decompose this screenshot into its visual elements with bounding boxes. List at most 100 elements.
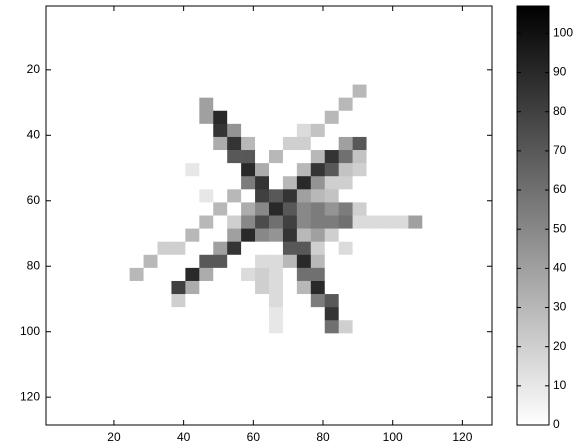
cell bbox=[241, 45, 256, 59]
cell bbox=[269, 228, 284, 242]
cell bbox=[478, 163, 493, 177]
cell bbox=[450, 411, 465, 426]
cell bbox=[143, 84, 158, 98]
cell bbox=[408, 254, 423, 269]
cell bbox=[436, 45, 451, 59]
cell bbox=[157, 189, 172, 203]
cell bbox=[115, 71, 130, 85]
cell bbox=[422, 123, 437, 138]
cell bbox=[422, 71, 437, 85]
cell bbox=[171, 333, 186, 347]
cell bbox=[338, 398, 353, 413]
cell bbox=[352, 19, 367, 33]
cell bbox=[115, 385, 130, 400]
cell bbox=[199, 84, 214, 98]
cell bbox=[87, 123, 103, 138]
cell bbox=[241, 398, 256, 413]
cell bbox=[422, 215, 437, 229]
cell bbox=[143, 320, 158, 334]
cell bbox=[227, 411, 242, 426]
cell bbox=[464, 45, 479, 59]
cell bbox=[59, 123, 75, 138]
cell bbox=[255, 372, 270, 387]
cell bbox=[199, 110, 214, 125]
cell bbox=[185, 346, 200, 360]
cell bbox=[380, 333, 395, 347]
cell bbox=[213, 385, 228, 400]
cell bbox=[241, 267, 256, 282]
cell bbox=[199, 241, 214, 256]
cell bbox=[436, 294, 451, 308]
cell bbox=[101, 254, 116, 269]
cell bbox=[394, 19, 409, 33]
cell bbox=[450, 84, 465, 98]
cell bbox=[171, 189, 186, 203]
cell bbox=[352, 359, 367, 373]
cell bbox=[73, 6, 89, 20]
cell bbox=[296, 84, 312, 98]
cell bbox=[366, 411, 381, 426]
cell bbox=[199, 45, 214, 59]
cell bbox=[296, 136, 312, 151]
cell bbox=[255, 307, 270, 321]
cell bbox=[394, 163, 409, 177]
cell bbox=[436, 71, 451, 85]
cell bbox=[171, 110, 186, 125]
cell bbox=[282, 150, 298, 164]
cell bbox=[213, 176, 228, 190]
cell bbox=[241, 189, 256, 203]
cell bbox=[101, 58, 116, 72]
cell bbox=[352, 241, 367, 256]
cell bbox=[73, 202, 89, 216]
cell bbox=[143, 71, 158, 85]
cell bbox=[408, 136, 423, 151]
cell bbox=[478, 176, 493, 190]
cell bbox=[87, 45, 103, 59]
axes-box bbox=[45, 5, 493, 426]
cell bbox=[129, 294, 144, 308]
cell bbox=[478, 372, 493, 387]
cell bbox=[73, 45, 89, 59]
cell bbox=[87, 411, 103, 426]
cell bbox=[408, 150, 423, 164]
cell bbox=[310, 150, 326, 164]
cell bbox=[87, 136, 103, 151]
cell bbox=[310, 294, 326, 308]
cell bbox=[171, 385, 186, 400]
cell bbox=[310, 320, 326, 334]
cell bbox=[46, 176, 61, 190]
cell bbox=[310, 97, 326, 112]
cell bbox=[296, 71, 312, 85]
cell bbox=[436, 372, 451, 387]
cell bbox=[185, 241, 200, 256]
cell bbox=[436, 398, 451, 413]
cell bbox=[46, 136, 61, 151]
cell bbox=[366, 280, 381, 295]
cell bbox=[380, 320, 395, 334]
cell bbox=[338, 123, 353, 138]
cell bbox=[338, 136, 353, 151]
cell bbox=[352, 84, 367, 98]
cell bbox=[101, 71, 116, 85]
cell bbox=[450, 398, 465, 413]
cell bbox=[478, 19, 493, 33]
cell bbox=[394, 97, 409, 112]
cell bbox=[282, 176, 298, 190]
cell bbox=[478, 71, 493, 85]
cell bbox=[464, 123, 479, 138]
cell bbox=[366, 32, 381, 46]
cell bbox=[310, 307, 326, 321]
cell bbox=[227, 163, 242, 177]
cell bbox=[478, 189, 493, 203]
cell bbox=[87, 267, 103, 282]
cell bbox=[213, 6, 228, 20]
cell bbox=[59, 215, 75, 229]
cell bbox=[436, 359, 451, 373]
cell bbox=[171, 32, 186, 46]
cell bbox=[129, 228, 144, 242]
cell bbox=[366, 58, 381, 72]
cell bbox=[324, 411, 339, 426]
cell bbox=[408, 58, 423, 72]
cell bbox=[129, 71, 144, 85]
cell bbox=[46, 320, 61, 334]
